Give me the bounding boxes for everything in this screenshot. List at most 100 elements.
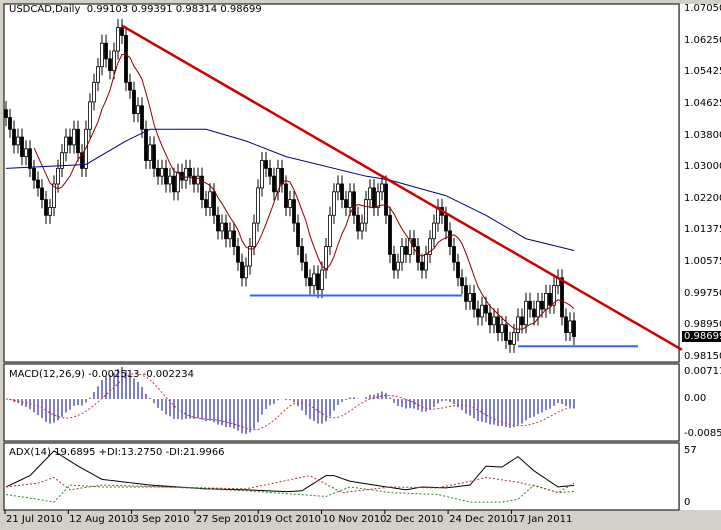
candle [240, 261, 244, 279]
candle [356, 214, 360, 232]
candle [324, 246, 328, 271]
candle [160, 167, 164, 177]
candle [284, 183, 288, 208]
candle [492, 316, 496, 326]
candle [236, 246, 240, 263]
candle [568, 320, 572, 333]
candle [88, 101, 92, 130]
candle [268, 167, 272, 177]
candle [424, 253, 428, 271]
candle [96, 66, 100, 83]
adx-line [5, 450, 575, 493]
candle [56, 167, 60, 185]
candle [448, 230, 452, 247]
candle [380, 183, 384, 193]
candle [304, 261, 308, 279]
current-price-label: 0.98699 [682, 330, 721, 342]
candle [488, 312, 492, 326]
candle [40, 187, 44, 201]
candle [156, 167, 160, 177]
adx-tick-label: 0 [684, 497, 691, 508]
candle [528, 300, 532, 310]
price-tick-label: 1.03000 [684, 161, 721, 173]
candle [496, 316, 500, 333]
candle [388, 214, 392, 255]
candle [128, 81, 132, 91]
candle [372, 187, 376, 208]
price-series [4, 18, 683, 353]
candle [188, 167, 192, 177]
candle [364, 199, 368, 224]
candle [384, 183, 388, 216]
adx-panel [3, 442, 680, 511]
candle [328, 214, 332, 247]
candle [136, 105, 140, 115]
candle [332, 191, 336, 216]
candle [112, 50, 116, 72]
macd-signal-line [5, 373, 575, 431]
price-tick-label: 1.01375 [684, 224, 721, 236]
candle [412, 238, 416, 247]
candle [192, 175, 196, 185]
candle [404, 246, 408, 255]
date-tick-label: 17 Jan 2011 [512, 514, 573, 525]
candle [348, 191, 352, 208]
candle [60, 152, 64, 169]
candle [272, 175, 276, 193]
macd-tick-label: 0.00 [684, 392, 707, 404]
candle [148, 144, 152, 161]
plus-di-line [5, 484, 575, 503]
candle [256, 187, 260, 224]
candle [516, 316, 520, 333]
date-tick-label: 27 Sep 2010 [195, 514, 260, 525]
candle [132, 89, 136, 115]
candle [480, 304, 484, 318]
candle [464, 285, 468, 302]
candle [92, 81, 96, 103]
candle [176, 171, 180, 193]
candle [452, 246, 456, 263]
candle [200, 175, 204, 201]
candle [208, 191, 212, 208]
candle [204, 199, 208, 208]
candle [224, 222, 228, 240]
date-tick-label: 19 Oct 2010 [259, 514, 322, 525]
candle [52, 183, 56, 208]
price-axis [680, 4, 721, 510]
candle [296, 222, 300, 247]
candle [368, 187, 372, 201]
date-tick-label: 3 Sep 2010 [132, 514, 190, 525]
candle [280, 167, 284, 185]
candle [408, 238, 412, 255]
candle [544, 293, 548, 310]
candle [316, 273, 320, 290]
candle [196, 175, 200, 185]
candle [4, 109, 8, 118]
candle [292, 199, 296, 224]
candle [548, 293, 552, 306]
candle [428, 238, 432, 255]
candle [308, 277, 312, 287]
candle [288, 199, 292, 208]
candle [164, 167, 168, 185]
candle [444, 214, 448, 232]
candle [360, 222, 364, 232]
candle [248, 246, 252, 267]
candle [172, 175, 176, 193]
candle [532, 308, 536, 318]
candle [100, 42, 104, 68]
candle [232, 230, 236, 247]
macd-label: MACD(12,26,9) -0.002513 -0.002234 [9, 369, 194, 380]
candle [80, 152, 84, 169]
candle [344, 199, 348, 208]
candle [352, 191, 356, 216]
candle [76, 128, 80, 154]
price-tick-label: 1.00575 [684, 256, 721, 268]
candle [12, 128, 16, 146]
candle [536, 300, 540, 318]
candle [476, 308, 480, 318]
candle [216, 214, 220, 232]
